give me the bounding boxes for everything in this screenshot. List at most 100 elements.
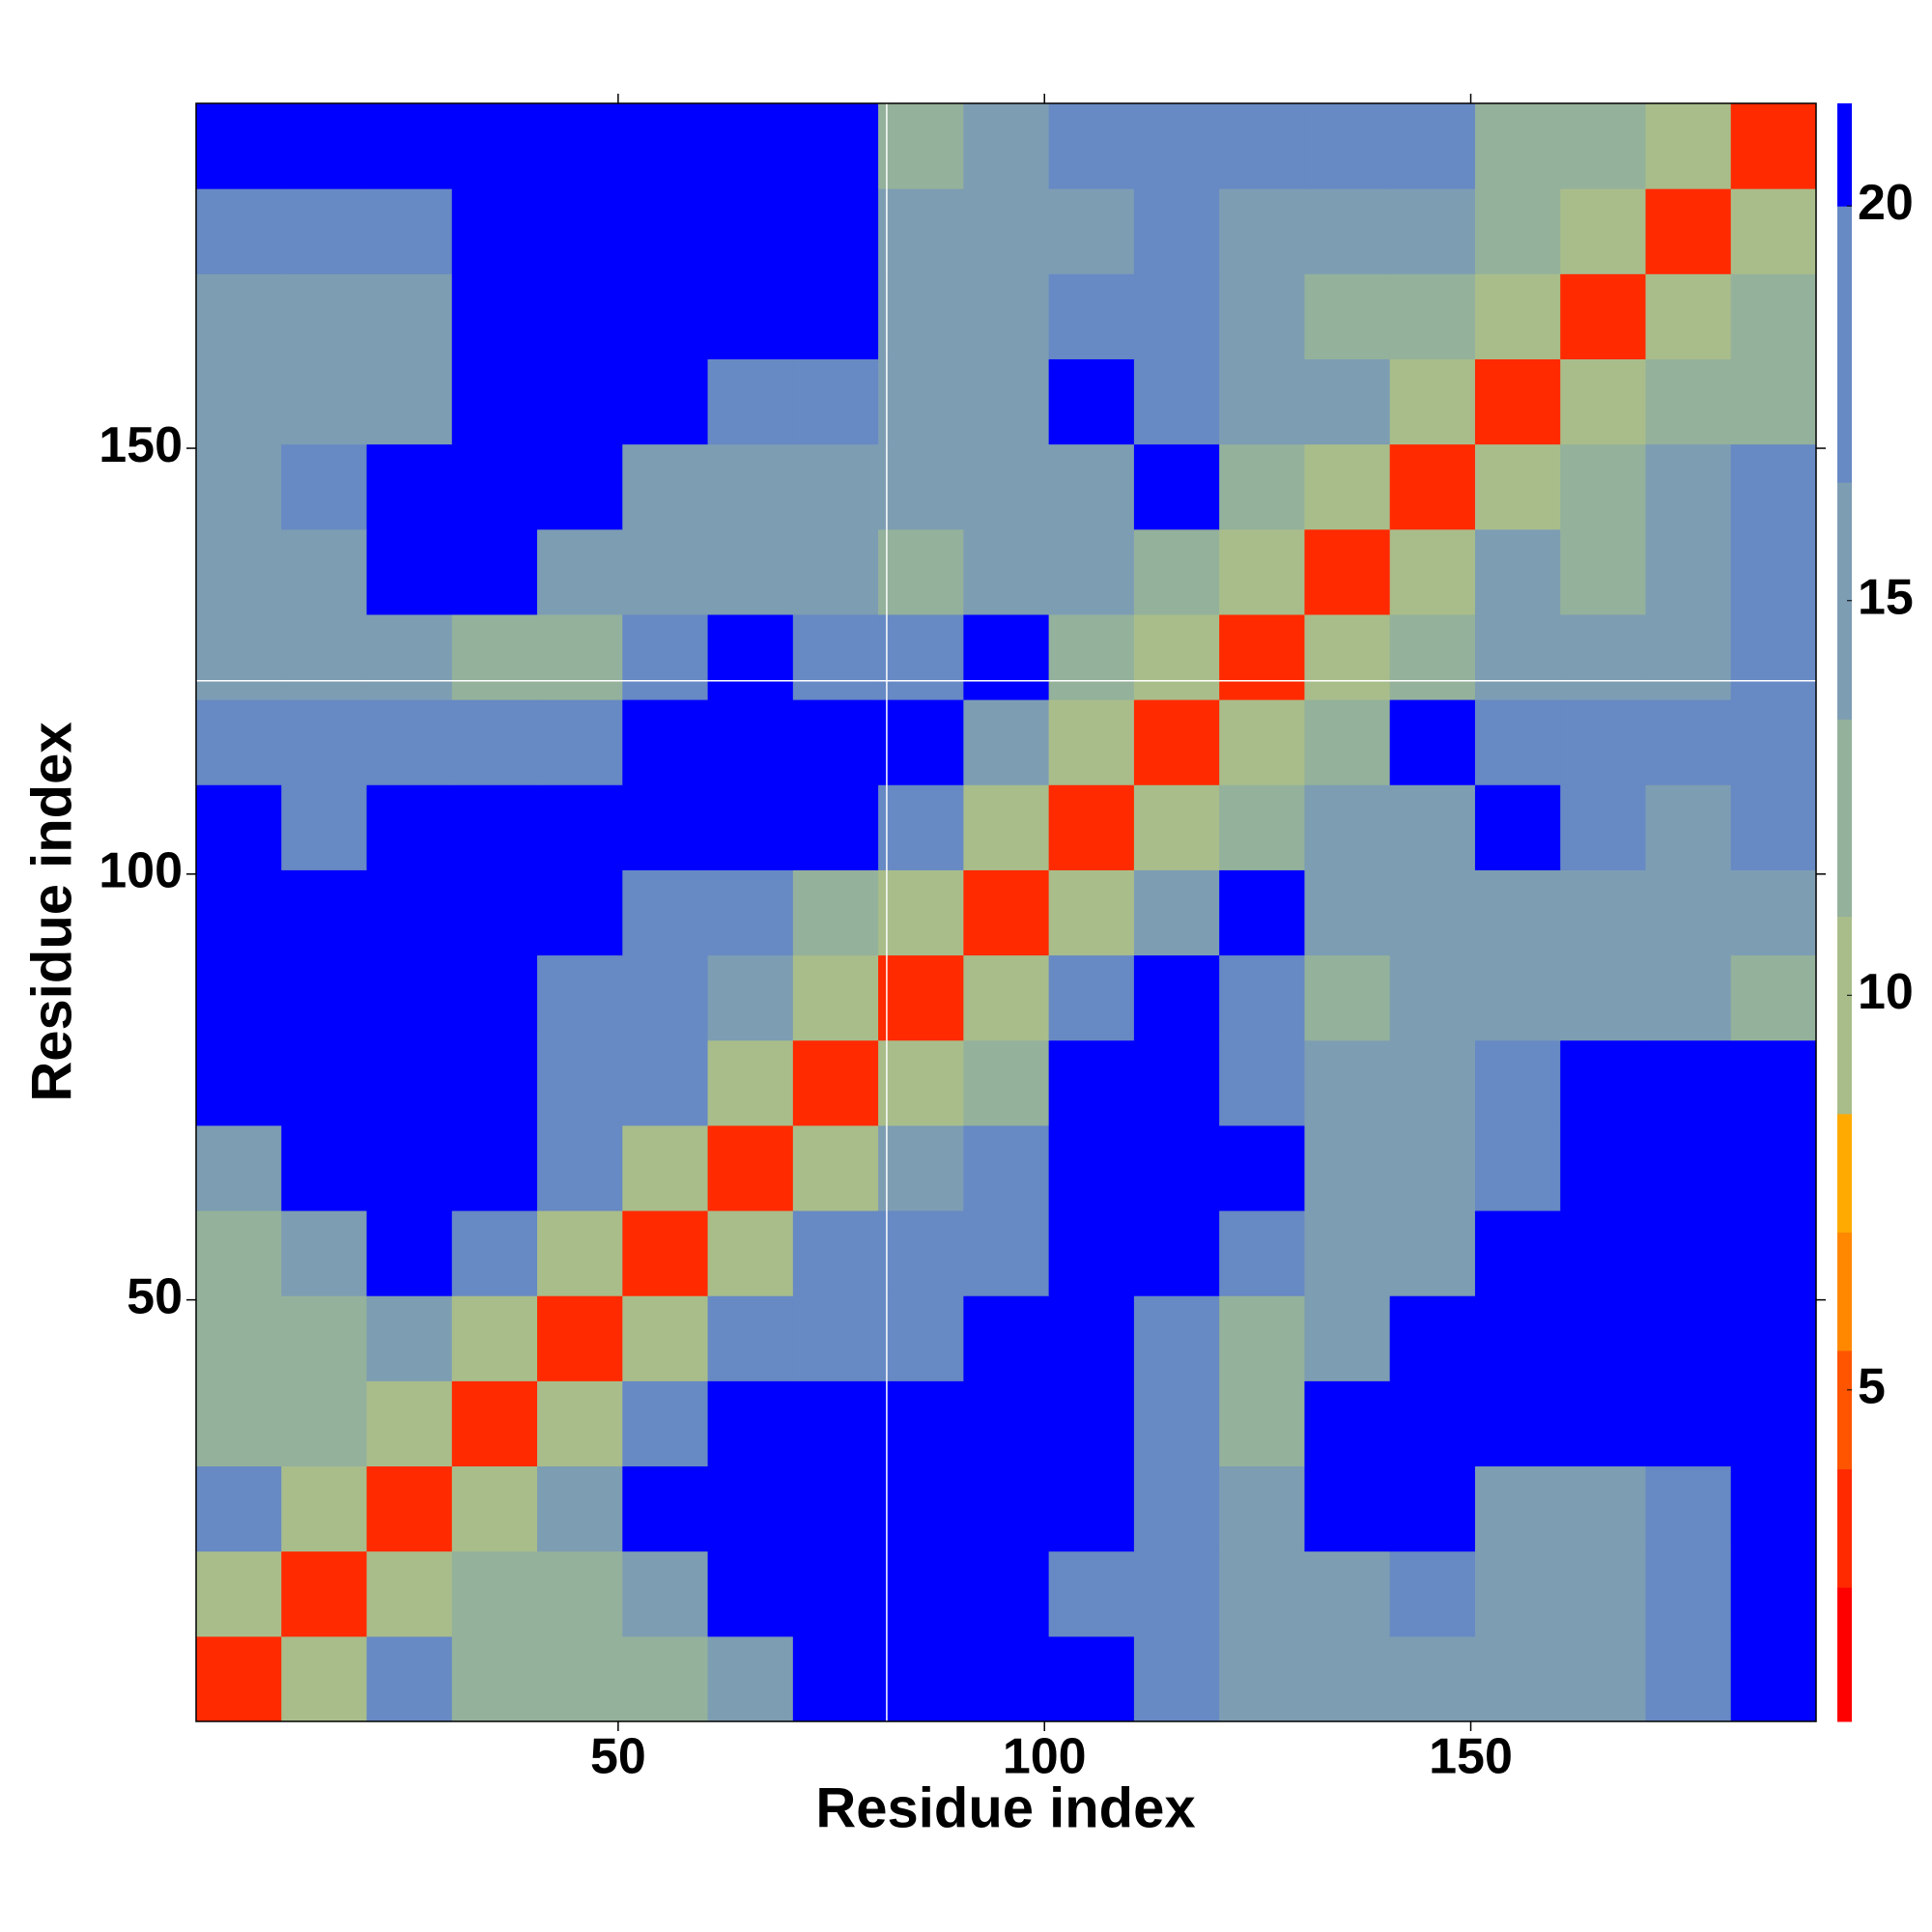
heatmap-cell bbox=[1219, 954, 1305, 1041]
heatmap-cell bbox=[1560, 699, 1646, 785]
heatmap-cell bbox=[366, 1295, 453, 1381]
heatmap-cell bbox=[1048, 954, 1135, 1041]
heatmap-cell bbox=[1560, 188, 1646, 274]
heatmap-cell bbox=[1219, 613, 1305, 700]
heatmap-cell bbox=[1304, 1635, 1391, 1722]
heatmap-cell bbox=[1048, 1124, 1135, 1211]
heatmap-cell bbox=[1219, 273, 1305, 359]
colorbar-tick-label: 5 bbox=[1858, 1359, 1886, 1415]
heatmap-cell bbox=[878, 358, 964, 445]
heatmap-cell bbox=[281, 1380, 368, 1467]
heatmap-cell bbox=[1730, 1465, 1817, 1552]
heatmap-cell bbox=[1560, 1465, 1646, 1552]
heatmap-cell bbox=[196, 1550, 282, 1637]
heatmap-cell bbox=[1474, 1465, 1561, 1552]
heatmap-cell bbox=[196, 1210, 282, 1296]
heatmap-cell bbox=[537, 528, 623, 615]
heatmap-cell bbox=[963, 699, 1050, 785]
heatmap-cell bbox=[281, 1295, 368, 1381]
heatmap-cell bbox=[537, 1039, 623, 1126]
heatmap-cell bbox=[963, 869, 1050, 956]
heatmap-cell bbox=[196, 1124, 282, 1211]
heatmap-cell bbox=[1645, 784, 1732, 870]
heatmap-cell bbox=[878, 1380, 964, 1467]
heatmap-cell bbox=[281, 784, 368, 870]
heatmap-cell bbox=[1133, 954, 1220, 1041]
heatmap-cell bbox=[878, 273, 964, 359]
heatmap-cell bbox=[366, 358, 453, 445]
heatmap-cell bbox=[792, 1550, 879, 1637]
heatmap-cell bbox=[366, 1635, 453, 1722]
heatmap-cell bbox=[1304, 188, 1391, 274]
heatmap-cell bbox=[707, 1550, 794, 1637]
heatmap-cell bbox=[1133, 188, 1220, 274]
heatmap-cell bbox=[1560, 1635, 1646, 1722]
heatmap-cell bbox=[366, 1465, 453, 1552]
heatmap-cell bbox=[366, 1550, 453, 1637]
heatmap-cell bbox=[1645, 1210, 1732, 1296]
heatmap-cell bbox=[1645, 1295, 1732, 1381]
heatmap-cell bbox=[1474, 1295, 1561, 1381]
heatmap-cell bbox=[1474, 869, 1561, 956]
heatmap-cell bbox=[537, 358, 623, 445]
heatmap-cell bbox=[707, 528, 794, 615]
heatmap-cell bbox=[1730, 1210, 1817, 1296]
heatmap-cell bbox=[451, 443, 538, 530]
heatmap-cell bbox=[1048, 1465, 1135, 1552]
heatmap-cell bbox=[792, 954, 879, 1041]
heatmap-cell bbox=[1304, 699, 1391, 785]
heatmap-cell bbox=[1474, 1550, 1561, 1637]
heatmap-cell bbox=[1048, 443, 1135, 530]
y-axis-label: Residue index bbox=[20, 722, 83, 1101]
heatmap-cell bbox=[537, 869, 623, 956]
heatmap-cell bbox=[537, 613, 623, 700]
heatmap-cell bbox=[878, 1550, 964, 1637]
heatmap-cell bbox=[1133, 273, 1220, 359]
x-tick-label: 100 bbox=[1003, 1729, 1087, 1785]
heatmap-cell bbox=[622, 784, 709, 870]
heatmap-cell bbox=[1133, 1039, 1220, 1126]
heatmap-cell bbox=[878, 699, 964, 785]
heatmap-cell bbox=[1474, 613, 1561, 700]
heatmap-cell bbox=[1304, 1124, 1391, 1211]
heatmap-cell bbox=[1389, 103, 1476, 189]
heatmap-cell bbox=[1560, 954, 1646, 1041]
heatmap-cell bbox=[622, 1550, 709, 1637]
heatmap-cell bbox=[196, 1635, 282, 1722]
heatmap-cell bbox=[366, 273, 453, 359]
heatmap-cell bbox=[1730, 784, 1817, 870]
heatmap-cell bbox=[281, 188, 368, 274]
heatmap-cell bbox=[878, 869, 964, 956]
heatmap-cell bbox=[1389, 443, 1476, 530]
heatmap-cell bbox=[1048, 699, 1135, 785]
heatmap-cell bbox=[1048, 1210, 1135, 1296]
heatmap-cell bbox=[1560, 1550, 1646, 1637]
heatmap-cell bbox=[196, 1380, 282, 1467]
heatmap-cell bbox=[622, 273, 709, 359]
heatmap-cell bbox=[1730, 273, 1817, 359]
heatmap-cell bbox=[1730, 1635, 1817, 1722]
heatmap-cell bbox=[1474, 528, 1561, 615]
heatmap-cell bbox=[281, 103, 368, 189]
heatmap-cell bbox=[1219, 1295, 1305, 1381]
heatmap-cell bbox=[537, 1210, 623, 1296]
heatmap-cell bbox=[1219, 528, 1305, 615]
heatmap-cell bbox=[451, 1210, 538, 1296]
heatmap-cell bbox=[707, 1039, 794, 1126]
heatmap-cell bbox=[963, 443, 1050, 530]
heatmap-cell bbox=[1730, 1124, 1817, 1211]
heatmap-cell bbox=[622, 699, 709, 785]
heatmap-cell bbox=[281, 869, 368, 956]
heatmap-cell bbox=[1474, 784, 1561, 870]
heatmap-cell bbox=[196, 1039, 282, 1126]
heatmap-cell bbox=[963, 613, 1050, 700]
heatmap-cell bbox=[537, 699, 623, 785]
heatmap-cell bbox=[792, 1635, 879, 1722]
heatmap-cell bbox=[1560, 273, 1646, 359]
heatmap-cell bbox=[1304, 273, 1391, 359]
heatmap-cell bbox=[1560, 1210, 1646, 1296]
heatmap-cell bbox=[1304, 1465, 1391, 1552]
heatmap-cell bbox=[792, 358, 879, 445]
heatmap-cell bbox=[196, 528, 282, 615]
